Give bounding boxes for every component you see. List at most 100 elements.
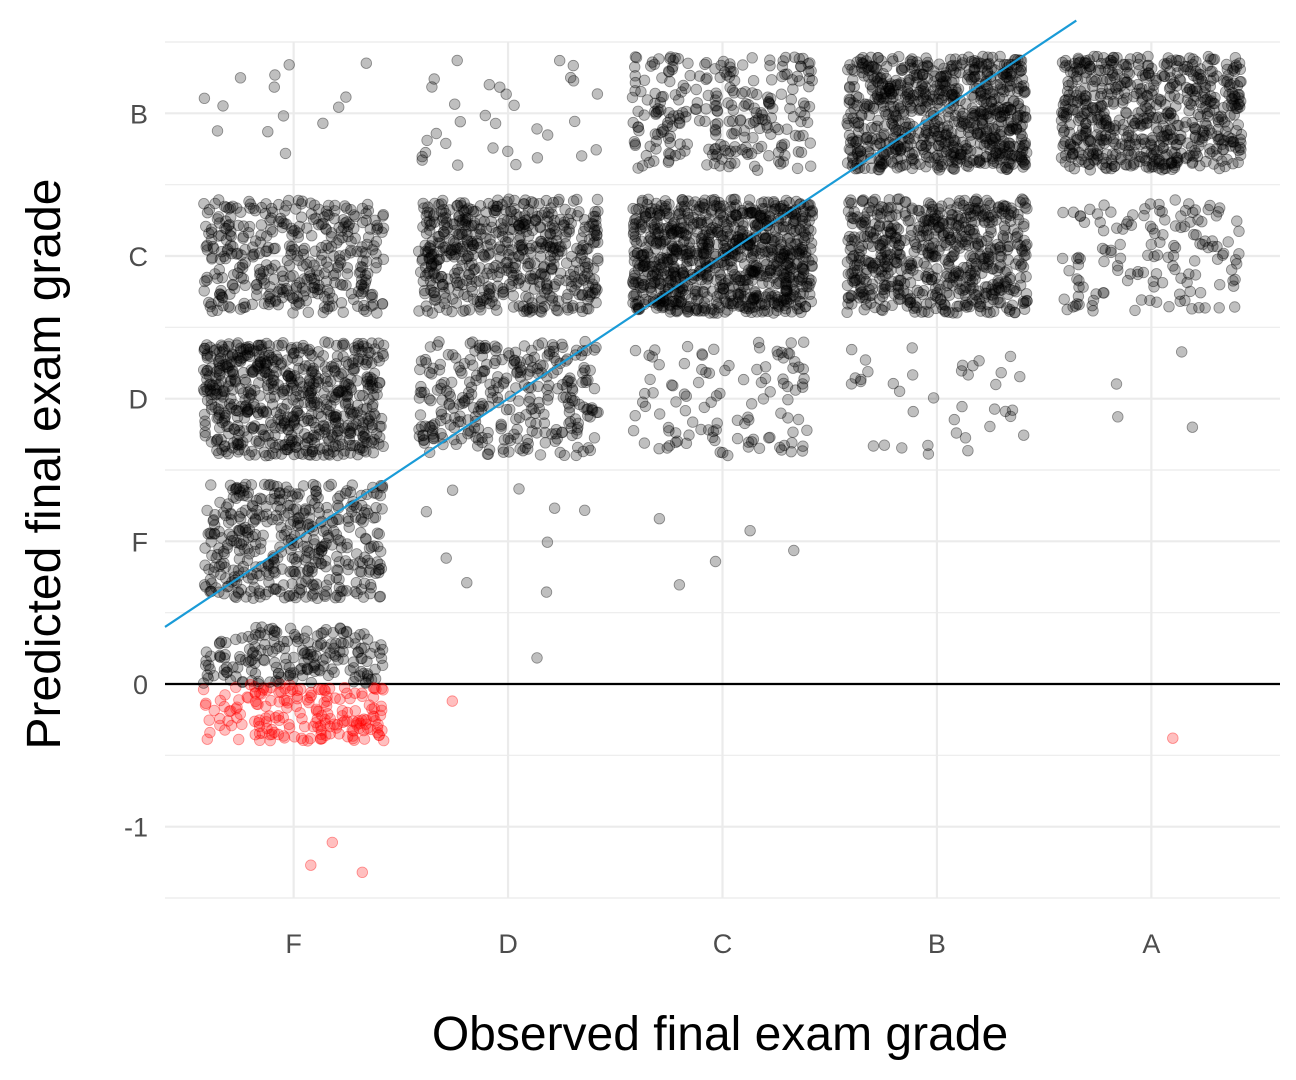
data-point [323,405,335,417]
data-point [311,592,324,605]
data-point [637,260,649,272]
data-point-negative [304,692,316,704]
data-point [878,439,891,451]
data-point [629,51,642,63]
data-point-negative [321,695,333,707]
data-point [268,625,281,637]
data-point [283,661,296,674]
data-point [235,439,247,451]
data-point [311,630,324,642]
data-point [559,203,571,216]
data-point [286,578,298,590]
data-point [854,274,866,286]
data-point [572,441,584,454]
data-point [576,150,588,162]
data-point [290,441,302,454]
data-point-negative [274,678,286,690]
data-point [198,92,211,105]
data-point [230,633,242,646]
data-point [780,51,792,64]
data-point [908,245,920,258]
data-point [479,339,491,352]
data-point [535,306,548,318]
data-point [731,432,744,445]
data-point [879,300,891,313]
data-point [959,299,971,312]
data-point [543,379,555,392]
data-point [313,543,326,556]
data-point [993,282,1005,295]
data-point [798,336,810,348]
data-point [876,270,888,282]
data-point [288,628,301,641]
data-point-negative [253,717,265,729]
data-point [541,350,554,362]
data-point [892,275,905,287]
data-point [539,437,552,449]
data-point [440,137,452,150]
data-point [738,125,751,137]
data-point [219,572,232,585]
data-point [231,662,244,674]
data-point [474,262,486,274]
data-point [319,336,331,348]
data-point [246,633,259,645]
data-point [981,306,993,318]
data-point-negative [367,682,380,694]
data-point [717,55,730,68]
data-point [363,542,376,554]
data-point [207,670,220,682]
data-point-negative [310,705,323,717]
data-point [361,655,373,668]
data-point [352,646,364,658]
data-point [220,501,233,513]
data-point [268,493,281,505]
data-point [356,652,368,665]
data-point [330,637,342,650]
data-point [426,307,439,319]
data-point-negative [230,681,242,694]
data-point [586,278,599,290]
data-point-negative [360,718,372,730]
data-point [297,480,310,492]
data-point [215,635,228,648]
data-point [302,306,315,319]
data-point [990,378,1002,391]
data-point [907,369,919,381]
data-point [786,74,799,86]
data-point [458,358,471,370]
data-point [751,88,763,101]
data-point-negative [290,700,303,713]
data-point-negative [367,691,380,704]
data-point [328,649,340,661]
data-point [275,671,287,684]
data-point [359,532,372,545]
data-point [579,504,591,517]
data-point [305,676,318,689]
data-point [789,356,801,368]
data-point-negative [231,701,243,713]
data-point [222,516,235,529]
data-point [343,427,355,440]
data-point [420,506,433,518]
data-point [365,647,377,660]
data-point [424,240,437,252]
data-point [242,656,255,668]
data-point-negative [214,712,226,725]
data-point [333,513,345,526]
data-point [329,417,342,430]
data-point [352,355,365,368]
data-point [317,350,330,362]
data-point [243,643,256,655]
data-point-negative [315,720,327,732]
data-point [755,197,768,210]
data-point-negative [288,731,301,743]
data-point [582,403,594,415]
data-point [265,212,277,224]
data-point-negative [358,724,370,737]
data-point [220,666,233,678]
data-point [503,446,515,458]
data-point [225,247,238,260]
data-point [262,125,274,138]
data-point-negative [349,687,361,699]
